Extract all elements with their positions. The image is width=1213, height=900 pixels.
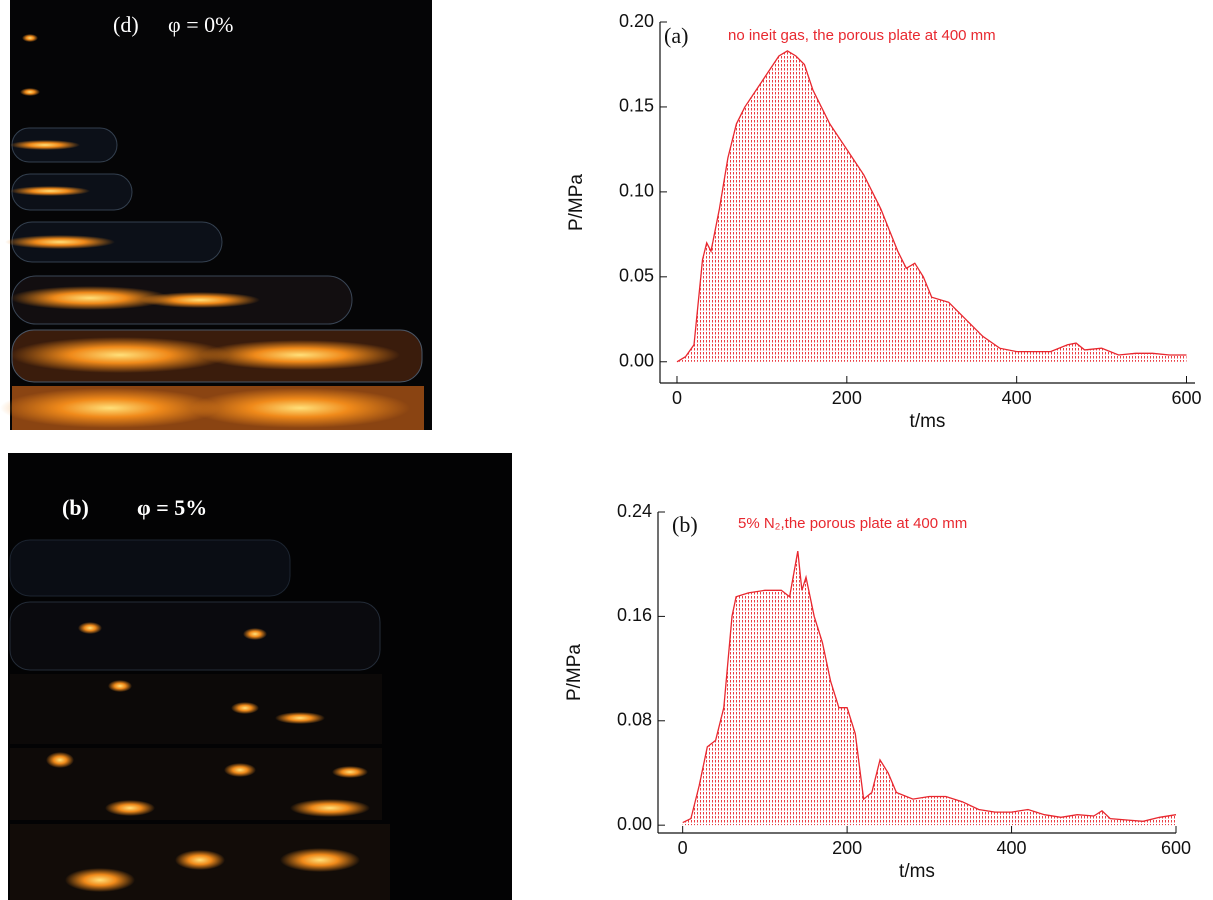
- y-tick-label: 0.20: [619, 11, 654, 31]
- annotation: 5% N₂,the porous plate at 400 mm: [738, 515, 967, 532]
- line: [682, 550, 1177, 824]
- charts: 0.00 0.05 0.10 0.15 0.20 0 200 400 600 t/ms P/MPa (…: [564, 11, 1202, 882]
- y-tick-label: 0.08: [617, 710, 652, 730]
- y-tick-label: 0.24: [617, 501, 652, 521]
- annotation: no ineit gas, the porous plate at 400 mm: [728, 27, 996, 44]
- image-label: (b): [62, 495, 89, 520]
- flame-image: (d) φ = 0%: [0, 0, 432, 430]
- image-caption: φ = 0%: [168, 12, 233, 37]
- y-tick-label: 0.16: [617, 605, 652, 625]
- annotation-label: (a): [664, 23, 688, 48]
- x-tick-label: 0: [678, 838, 688, 858]
- y-axis-label: P/MPa: [564, 644, 585, 701]
- x-tick-label: 600: [1161, 838, 1191, 858]
- y-axis-label: P/MPa: [566, 174, 587, 231]
- x-tick-label: 200: [832, 838, 862, 858]
- x-tick-label: 0: [672, 388, 682, 408]
- y-tick-label: 0.00: [617, 814, 652, 834]
- x-axis-label: t/ms: [899, 861, 935, 882]
- image-label: (d): [113, 12, 139, 37]
- x-tick-label: 600: [1171, 388, 1201, 408]
- x-tick-label: 400: [997, 838, 1027, 858]
- line: [676, 50, 1187, 363]
- area-hatch: [676, 50, 1187, 362]
- y-tick-label: 0.10: [619, 181, 654, 201]
- annotation-label: (b): [672, 512, 698, 537]
- x-axis-label: t/ms: [910, 411, 946, 432]
- image-caption: φ = 5%: [137, 495, 207, 520]
- flame-image: (b) φ = 5%: [8, 453, 512, 900]
- area-hatch: [682, 551, 1176, 826]
- y-tick-label: 0.05: [619, 266, 654, 286]
- y-tick-label: 0.15: [619, 96, 654, 116]
- y-tick-label: 0.00: [619, 351, 654, 371]
- x-tick-label: 400: [1002, 388, 1032, 408]
- x-tick-label: 200: [832, 388, 862, 408]
